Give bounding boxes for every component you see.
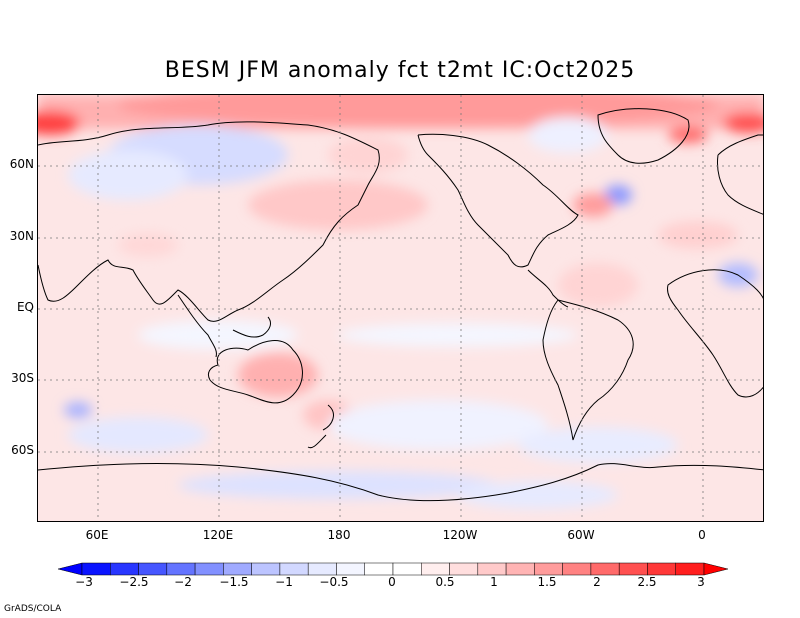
colorbar-swatch (449, 562, 479, 576)
credit-text: GrADS/COLA (4, 604, 62, 614)
colorbar-swatch (194, 562, 224, 576)
graticule (38, 95, 763, 521)
colorbar-swatch (110, 562, 139, 576)
lon-label-120e: 120E (202, 528, 234, 542)
colorbar-swatch (562, 562, 592, 576)
colorbar-swatch (477, 562, 507, 576)
colorbar-swatch (251, 562, 281, 576)
colorbar-swatch (421, 562, 450, 576)
colorbar-swatch (590, 562, 620, 576)
colorbar-tick-label: 1.5 (537, 575, 557, 589)
lat-label-30n: 30N (9, 229, 34, 243)
colorbar-tick-label: 0.5 (435, 575, 455, 589)
lon-label-60w: 60W (567, 528, 595, 542)
colorbar-swatch (223, 562, 252, 576)
coastlines (38, 108, 763, 502)
colorbar-tick-label: −2 (174, 575, 192, 589)
colorbar-tick-label: 1 (490, 575, 498, 589)
colorbar-swatch (505, 562, 535, 576)
lon-label-180: 180 (327, 528, 351, 542)
anomaly-map (38, 95, 763, 521)
lon-label-120w: 120W (442, 528, 478, 542)
colorbar-swatch (618, 562, 648, 576)
colorbar-tick-label: 2.5 (637, 575, 657, 589)
lat-label-60n: 60N (9, 157, 34, 171)
colorbar-tick-label: −0.5 (319, 575, 349, 589)
colorbar-tick-label: −1.5 (219, 575, 249, 589)
lat-label-60s: 60S (11, 443, 34, 457)
map-panel (37, 94, 764, 522)
colorbar-tick-label: −2.5 (119, 575, 149, 589)
colorbar-swatch (392, 562, 422, 576)
colorbar-swatch (166, 562, 196, 576)
colorbar-swatch (534, 562, 563, 576)
colorbar-over-arrow (703, 562, 729, 576)
colorbar-swatch (675, 562, 705, 576)
colorbar-swatch (81, 562, 111, 576)
anomaly-patches (38, 95, 763, 509)
colorbar-tick-label: 2 (593, 575, 601, 589)
colorbar-swatch (647, 562, 676, 576)
colorbar-swatch (336, 562, 365, 576)
colorbar-tick-label: 3 (697, 575, 705, 589)
colorbar-under-arrow (57, 562, 83, 576)
colorbar-swatch (138, 562, 168, 576)
colorbar-tick-label: −3 (75, 575, 93, 589)
lat-label-30s: 30S (11, 371, 34, 385)
colorbar-swatch (307, 562, 337, 576)
colorbar-tick-label: −1 (275, 575, 293, 589)
lat-label-eq: EQ (16, 300, 34, 314)
colorbar-tick-label: 0 (388, 575, 396, 589)
lon-label-0: 0 (698, 528, 706, 542)
map-title: BESM JFM anomaly fct t2mt IC:Oct2025 (164, 58, 636, 83)
colorbar-swatch (364, 562, 394, 576)
colorbar-swatch (279, 562, 309, 576)
lon-label-60e: 60E (85, 528, 109, 542)
